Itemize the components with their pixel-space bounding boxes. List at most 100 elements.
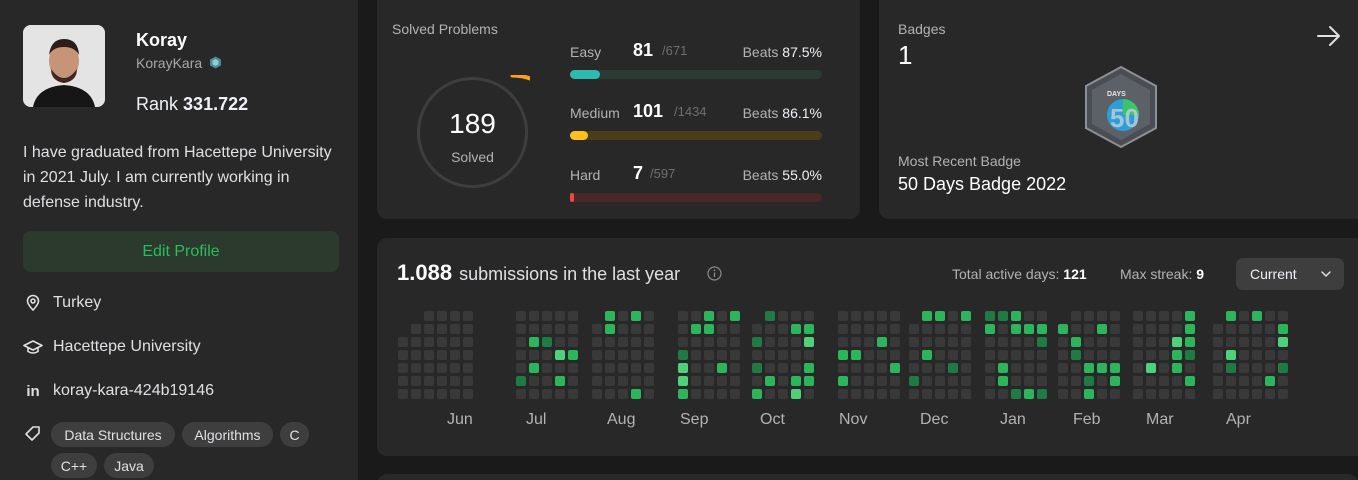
- heatmap-day-cell[interactable]: [1265, 324, 1275, 334]
- heatmap-day-cell[interactable]: [555, 337, 565, 347]
- heatmap-day-cell[interactable]: [618, 350, 628, 360]
- heatmap-day-cell[interactable]: [765, 363, 775, 373]
- edit-profile-button[interactable]: Edit Profile: [23, 231, 339, 272]
- heatmap-day-cell[interactable]: [1071, 376, 1081, 386]
- heatmap-day-cell[interactable]: [644, 376, 654, 386]
- heatmap-day-cell[interactable]: [765, 311, 775, 321]
- heatmap-day-cell[interactable]: [1146, 337, 1156, 347]
- heatmap-day-cell[interactable]: [529, 311, 539, 321]
- heatmap-day-cell[interactable]: [411, 324, 421, 334]
- heatmap-day-cell[interactable]: [752, 363, 762, 373]
- heatmap-day-cell[interactable]: [778, 324, 788, 334]
- heatmap-day-cell[interactable]: [704, 376, 714, 386]
- heatmap-day-cell[interactable]: [644, 363, 654, 373]
- heatmap-day-cell[interactable]: [691, 350, 701, 360]
- heatmap-day-cell[interactable]: [450, 376, 460, 386]
- heatmap-day-cell[interactable]: [1011, 389, 1021, 399]
- heatmap-day-cell[interactable]: [618, 337, 628, 347]
- heatmap-day-cell[interactable]: [730, 311, 740, 321]
- heatmap-day-cell[interactable]: [730, 350, 740, 360]
- heatmap-day-cell[interactable]: [555, 363, 565, 373]
- heatmap-day-cell[interactable]: [1110, 363, 1120, 373]
- heatmap-day-cell[interactable]: [691, 311, 701, 321]
- heatmap-day-cell[interactable]: [691, 389, 701, 399]
- heatmap-day-cell[interactable]: [555, 389, 565, 399]
- heatmap-day-cell[interactable]: [1058, 363, 1068, 373]
- heatmap-day-cell[interactable]: [838, 376, 848, 386]
- heatmap-day-cell[interactable]: [631, 363, 641, 373]
- heatmap-day-cell[interactable]: [1239, 311, 1249, 321]
- heatmap-day-cell[interactable]: [1265, 389, 1275, 399]
- heatmap-day-cell[interactable]: [1084, 337, 1094, 347]
- heatmap-day-cell[interactable]: [1071, 311, 1081, 321]
- heatmap-day-cell[interactable]: [1146, 311, 1156, 321]
- heatmap-day-cell[interactable]: [1252, 350, 1262, 360]
- heatmap-day-cell[interactable]: [851, 363, 861, 373]
- heatmap-day-cell[interactable]: [516, 350, 526, 360]
- heatmap-day-cell[interactable]: [804, 376, 814, 386]
- heatmap-day-cell[interactable]: [1133, 350, 1143, 360]
- heatmap-day-cell[interactable]: [542, 337, 552, 347]
- heatmap-day-cell[interactable]: [411, 376, 421, 386]
- heatmap-day-cell[interactable]: [948, 324, 958, 334]
- heatmap-day-cell[interactable]: [1037, 337, 1047, 347]
- heatmap-day-cell[interactable]: [1226, 350, 1236, 360]
- heatmap-day-cell[interactable]: [568, 389, 578, 399]
- heatmap-day-cell[interactable]: [1071, 350, 1081, 360]
- year-select[interactable]: Current: [1236, 258, 1344, 290]
- heatmap-day-cell[interactable]: [717, 363, 727, 373]
- heatmap-day-cell[interactable]: [1159, 389, 1169, 399]
- heatmap-day-cell[interactable]: [909, 389, 919, 399]
- heatmap-day-cell[interactable]: [791, 311, 801, 321]
- heatmap-day-cell[interactable]: [1172, 350, 1182, 360]
- heatmap-day-cell[interactable]: [717, 389, 727, 399]
- heatmap-day-cell[interactable]: [985, 389, 995, 399]
- heatmap-day-cell[interactable]: [1159, 350, 1169, 360]
- heatmap-day-cell[interactable]: [778, 389, 788, 399]
- heatmap-day-cell[interactable]: [765, 350, 775, 360]
- heatmap-day-cell[interactable]: [791, 363, 801, 373]
- heatmap-day-cell[interactable]: [791, 324, 801, 334]
- heatmap-day-cell[interactable]: [1159, 324, 1169, 334]
- heatmap-day-cell[interactable]: [1133, 324, 1143, 334]
- heatmap-day-cell[interactable]: [542, 363, 552, 373]
- heatmap-day-cell[interactable]: [1278, 350, 1288, 360]
- heatmap-day-cell[interactable]: [765, 324, 775, 334]
- heatmap-day-cell[interactable]: [704, 363, 714, 373]
- heatmap-day-cell[interactable]: [778, 363, 788, 373]
- heatmap-day-cell[interactable]: [1278, 337, 1288, 347]
- heatmap-day-cell[interactable]: [948, 363, 958, 373]
- heatmap-day-cell[interactable]: [1024, 324, 1034, 334]
- heatmap-day-cell[interactable]: [644, 337, 654, 347]
- heatmap-day-cell[interactable]: [631, 389, 641, 399]
- heatmap-day-cell[interactable]: [851, 376, 861, 386]
- heatmap-day-cell[interactable]: [437, 363, 447, 373]
- heatmap-day-cell[interactable]: [704, 311, 714, 321]
- skill-tag[interactable]: C++: [51, 453, 97, 478]
- heatmap-day-cell[interactable]: [704, 324, 714, 334]
- heatmap-day-cell[interactable]: [1239, 363, 1249, 373]
- heatmap-day-cell[interactable]: [1097, 363, 1107, 373]
- heatmap-day-cell[interactable]: [864, 389, 874, 399]
- heatmap-day-cell[interactable]: [704, 337, 714, 347]
- heatmap-day-cell[interactable]: [678, 311, 688, 321]
- heatmap-day-cell[interactable]: [1097, 389, 1107, 399]
- heatmap-day-cell[interactable]: [1146, 363, 1156, 373]
- heatmap-day-cell[interactable]: [909, 337, 919, 347]
- arrow-right-icon[interactable]: [1315, 22, 1343, 50]
- heatmap-day-cell[interactable]: [778, 376, 788, 386]
- heatmap-day-cell[interactable]: [542, 389, 552, 399]
- heatmap-day-cell[interactable]: [998, 363, 1008, 373]
- heatmap-day-cell[interactable]: [998, 311, 1008, 321]
- heatmap-day-cell[interactable]: [411, 350, 421, 360]
- heatmap-day-cell[interactable]: [568, 337, 578, 347]
- heatmap-day-cell[interactable]: [463, 350, 473, 360]
- heatmap-day-cell[interactable]: [1265, 337, 1275, 347]
- heatmap-day-cell[interactable]: [1133, 376, 1143, 386]
- heatmap-day-cell[interactable]: [1110, 311, 1120, 321]
- heatmap-day-cell[interactable]: [1024, 350, 1034, 360]
- heatmap-day-cell[interactable]: [864, 350, 874, 360]
- heatmap-day-cell[interactable]: [691, 376, 701, 386]
- heatmap-day-cell[interactable]: [1011, 337, 1021, 347]
- heatmap-day-cell[interactable]: [555, 324, 565, 334]
